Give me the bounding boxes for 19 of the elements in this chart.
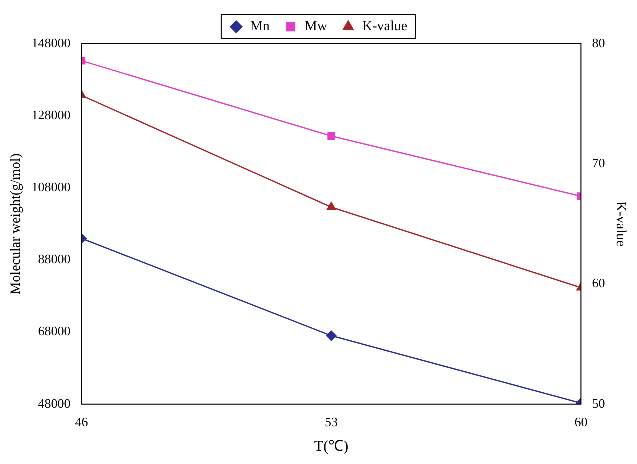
y-tick-label: 68000 [38,324,71,339]
y2-tick-label: 70 [592,156,606,171]
x-tick-label: 60 [574,414,588,430]
y-axis-title: Molecular weight(g/mol) [9,153,24,295]
y-tick-label: 128000 [32,108,71,122]
y-tick-label: 88000 [38,252,71,267]
legend-label: Mn [250,20,270,35]
y2-axis-title: K-value [612,202,628,247]
y-tick-label: 48000 [38,396,71,411]
y-tick-label: 108000 [32,180,71,195]
y2-tick-label: 80 [592,35,606,50]
x-axis-title: T(℃) [314,438,349,455]
y2-tick-label: 60 [592,276,606,291]
legend-label: K-value [362,20,408,35]
x-tick-label: 46 [75,414,89,430]
y-tick-label: 148000 [32,35,71,50]
x-tick-label: 53 [325,414,338,430]
legend-label: Mw [304,20,328,35]
y2-tick-label: 50 [592,396,606,411]
